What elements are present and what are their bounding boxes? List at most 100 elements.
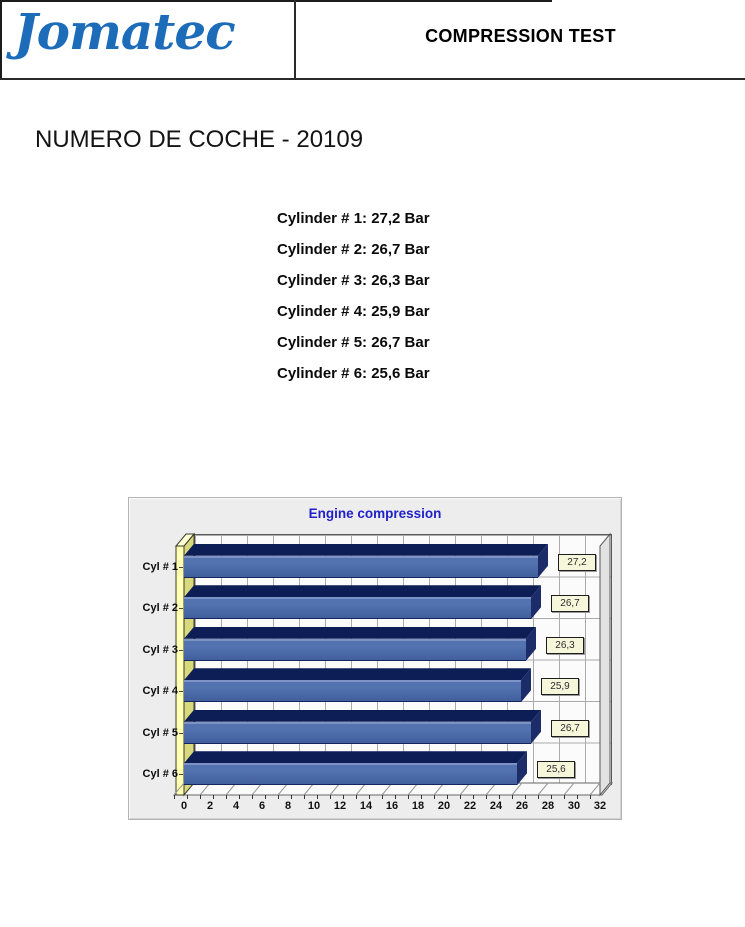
floor-hatch-line [511, 782, 523, 796]
x-axis-tick [447, 795, 448, 799]
x-axis-tick [239, 795, 240, 799]
x-axis-tick [473, 795, 474, 799]
x-axis-label: 20 [437, 800, 451, 812]
x-axis-tick [395, 795, 396, 799]
x-axis-tick [252, 795, 253, 799]
header-top-border [0, 0, 552, 2]
x-axis-tick [408, 795, 409, 799]
category-tick [179, 608, 183, 610]
x-axis-label: 16 [385, 800, 399, 812]
bar-right-face [517, 751, 527, 786]
x-axis-label: 22 [463, 800, 477, 812]
x-axis-tick [213, 795, 214, 799]
value-label-box: 26,7 [551, 719, 589, 737]
x-axis-tick [278, 795, 279, 799]
bar-front-face [184, 763, 517, 786]
x-axis-label: 18 [411, 800, 425, 812]
category-label: Cyl # 6 [142, 768, 178, 781]
x-axis-label: 6 [258, 800, 266, 812]
floor-hatch-line [589, 782, 601, 796]
x-axis-label: 4 [232, 800, 240, 812]
x-axis-tick [512, 795, 513, 799]
x-axis-label: 28 [541, 800, 555, 812]
chart-plot: Cyl # 1 27,2 Cyl # 2 26,7 Cyl # 3 26,3 Cyl # 4… [129, 498, 623, 821]
x-axis-label: 26 [515, 800, 529, 812]
bar-top-face [184, 543, 548, 556]
report-title: COMPRESSION TEST [425, 26, 616, 46]
category-tick [179, 691, 183, 693]
value-label-box: 25,6 [537, 761, 575, 779]
x-axis-tick [304, 795, 305, 799]
x-axis-label: 8 [284, 800, 292, 812]
bar-top-face [184, 668, 531, 681]
page-header: Jomatec COMPRESSION TEST [0, 0, 745, 80]
x-axis-label: 2 [206, 800, 214, 812]
x-axis-label: 32 [593, 800, 607, 812]
bar-front-face [184, 721, 531, 744]
x-axis-tick [590, 795, 591, 799]
x-axis-tick [460, 795, 461, 799]
x-axis-tick [525, 795, 526, 799]
x-axis-label: 0 [180, 800, 188, 812]
x-axis-tick [174, 795, 175, 799]
x-axis-tick [291, 795, 292, 799]
value-label-box: 26,3 [546, 636, 584, 654]
chart-left-wall-top [174, 533, 196, 547]
category-label: Cyl # 3 [142, 643, 178, 656]
x-axis-tick [499, 795, 500, 799]
category-tick [179, 649, 183, 651]
category-label: Cyl # 4 [142, 685, 178, 698]
x-axis-tick [564, 795, 565, 799]
chart-right-wall [599, 532, 611, 797]
bar-right-face [521, 668, 531, 703]
bar-front-face [184, 638, 526, 661]
category-tick [179, 774, 183, 776]
company-logo: Jomatec [14, 2, 236, 61]
category-label: Cyl # 2 [142, 602, 178, 615]
compression-chart-panel: Engine compression Cyl # 1 27,2 Cyl # 2 26,… [128, 497, 622, 820]
value-label-box: 25,9 [541, 678, 579, 696]
chart-title: Engine compression [308, 506, 442, 521]
category-label: Cyl # 5 [142, 726, 178, 739]
value-label-box: 26,7 [551, 595, 589, 613]
category-tick [179, 732, 183, 734]
x-axis-tick [486, 795, 487, 799]
cylinder-reading-1: Cylinder # 1: 27,2 Bar [277, 210, 430, 227]
header-bottom-border [0, 78, 745, 80]
bar-right-face [531, 709, 541, 744]
x-axis-tick [200, 795, 201, 799]
x-axis-label: 14 [359, 800, 373, 812]
bar-front-face [184, 680, 521, 703]
x-axis-tick [538, 795, 539, 799]
x-axis-tick [369, 795, 370, 799]
x-axis-tick [421, 795, 422, 799]
x-axis-label: 12 [333, 800, 347, 812]
x-axis-tick [343, 795, 344, 799]
bar-top-face [184, 709, 541, 722]
cylinder-reading-5: Cylinder # 5: 26,7 Bar [277, 334, 430, 351]
header-divider [294, 0, 296, 80]
bar-front-face [184, 555, 538, 578]
x-axis-tick [434, 795, 435, 799]
x-axis-tick [356, 795, 357, 799]
floor-hatch-line [173, 782, 185, 796]
cylinder-reading-2: Cylinder # 2: 26,7 Bar [277, 241, 430, 258]
bar-right-face [538, 543, 548, 578]
x-axis-tick [551, 795, 552, 799]
bar-front-face [184, 597, 531, 620]
chart-left-wall-front [175, 545, 185, 796]
x-axis-tick [382, 795, 383, 799]
x-axis-label: 10 [307, 800, 321, 812]
bar-right-face [531, 585, 541, 620]
x-axis-tick [577, 795, 578, 799]
cylinder-readings-list: Cylinder # 1: 27,2 Bar Cylinder # 2: 26,… [277, 203, 430, 389]
x-axis-tick [330, 795, 331, 799]
bar-top-face [184, 626, 536, 639]
x-axis-label: 24 [489, 800, 503, 812]
floor-hatch-line [537, 782, 549, 796]
category-tick [179, 566, 183, 568]
x-axis-tick [187, 795, 188, 799]
cylinder-reading-3: Cylinder # 3: 26,3 Bar [277, 272, 430, 289]
category-label: Cyl # 1 [142, 560, 178, 573]
x-axis-tick [226, 795, 227, 799]
